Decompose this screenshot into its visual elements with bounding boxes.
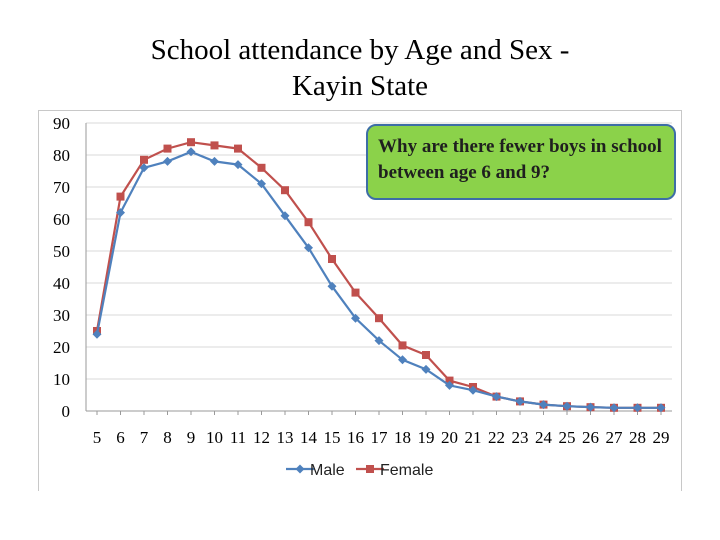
data-point-female [140,155,148,164]
data-point-male [327,281,337,291]
x-tick-label: 28 [629,428,646,447]
data-point-female [281,186,289,195]
y-tick-label: 10 [53,370,70,389]
slide-title: School attendance by Age and Sex - Kayin… [0,32,720,104]
legend-label-female: Female [380,462,433,479]
data-point-female [328,255,336,263]
x-tick-label: 5 [93,428,102,447]
data-point-male [492,392,501,402]
data-point-male [421,364,431,374]
x-tick-label: 11 [230,428,246,447]
data-point-male [374,336,384,346]
x-tick-label: 6 [116,428,125,447]
x-tick-label: 14 [300,428,318,447]
data-point-female [445,376,454,385]
data-point-male [562,401,572,411]
x-tick-label: 20 [441,428,458,447]
data-point-female [257,163,266,172]
data-point-female [304,218,313,227]
data-point-female [375,314,383,323]
data-point-male [398,355,407,365]
title-line-1: School attendance by Age and Sex - [150,34,570,66]
data-point-male [468,385,478,395]
y-tick-label: 0 [62,402,71,421]
y-tick-label: 60 [53,210,70,229]
data-point-male [233,160,243,170]
data-point-female [210,141,219,150]
data-point-male [186,147,196,157]
data-point-female [187,138,195,147]
data-point-female [422,351,430,359]
data-point-male [609,403,619,413]
x-tick-label: 21 [465,428,482,447]
data-point-female [234,144,242,153]
data-point-male [280,211,290,221]
data-point-male [515,396,525,406]
x-tick-label: 26 [582,428,599,447]
data-point-male [304,243,313,253]
x-tick-label: 24 [535,428,553,447]
data-point-male [163,156,172,166]
y-tick-label: 30 [53,306,70,325]
data-point-male [539,400,548,410]
legend-marker-female [366,465,374,473]
data-point-male [656,403,666,413]
y-tick-label: 40 [53,274,70,293]
x-tick-label: 7 [140,428,149,447]
data-point-male [633,403,642,413]
x-tick-label: 8 [163,428,172,447]
y-tick-label: 70 [53,178,70,197]
y-tick-label: 90 [53,114,70,133]
data-point-male [351,313,360,323]
x-tick-label: 27 [606,428,624,447]
data-point-female [116,192,125,201]
x-tick-label: 22 [488,428,505,447]
legend-label-male: Male [310,462,345,479]
x-tick-label: 13 [277,428,294,447]
annotation-callout: Why are there fewer boys in school betwe… [366,124,676,200]
x-tick-label: 17 [371,428,389,447]
y-tick-label: 80 [53,146,70,165]
x-tick-label: 15 [324,428,341,447]
x-tick-label: 16 [347,428,364,447]
callout-text: Why are there fewer boys in school betwe… [378,136,662,183]
x-tick-label: 12 [253,428,270,447]
y-tick-label: 20 [53,338,70,357]
x-tick-label: 25 [559,428,576,447]
data-point-male [210,156,219,166]
x-tick-label: 29 [653,428,670,447]
legend-marker-male [295,464,305,474]
x-tick-label: 18 [394,428,411,447]
x-tick-label: 9 [187,428,196,447]
data-point-male [257,179,266,189]
y-tick-label: 50 [53,242,70,261]
data-point-female [163,144,172,153]
title-line-2: Kayin State [291,70,429,102]
data-point-male [445,380,454,390]
data-point-female [398,341,407,350]
x-tick-label: 10 [206,428,223,447]
data-point-female [351,288,360,297]
data-point-male [92,329,102,339]
x-tick-label: 23 [512,428,529,447]
data-point-male [139,163,149,173]
data-point-male [116,208,125,218]
x-tick-label: 19 [418,428,435,447]
data-point-male [586,402,595,412]
